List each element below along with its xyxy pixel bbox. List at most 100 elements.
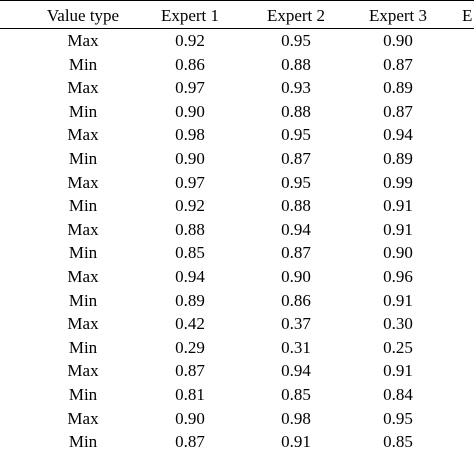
cell-expert-2: 0.93 [281,78,311,98]
cell-expert-1: 0.29 [175,337,205,357]
table-row: Max 0.42 0.37 0.30 [0,313,474,337]
cell-expert-2: 0.94 [281,361,311,381]
header-expert-3: Expert 3 [368,6,428,25]
cell-expert-1: 0.81 [175,384,205,404]
top-rule [0,0,474,1]
table-row: Min 0.90 0.88 0.87 [0,101,474,125]
cell-expert-3: 0.30 [383,314,413,334]
cell-expert-1: 0.90 [175,148,205,168]
cell-value-type: Min [68,196,98,216]
cell-expert-1: 0.90 [175,101,205,121]
table-row: Min 0.85 0.87 0.90 [0,242,474,266]
table-row: Max 0.97 0.93 0.89 [0,77,474,101]
header-expert-2: Expert 2 [266,6,326,25]
table-row: Max 0.98 0.95 0.94 [0,124,474,148]
cell-expert-3: 0.87 [383,101,413,121]
cell-expert-3: 0.96 [383,266,413,286]
cell-value-type: Min [68,384,98,404]
table-row: Min 0.81 0.85 0.84 [0,384,474,408]
cell-value-type: Max [67,31,99,50]
cell-value-type: Min [68,148,98,168]
cell-expert-2: 0.87 [281,148,311,168]
cell-expert-1: 0.42 [175,314,205,334]
table-row: Min 0.86 0.88 0.87 [0,54,474,78]
cell-expert-3: 0.90 [383,31,413,50]
cell-expert-2: 0.88 [281,196,311,216]
cell-value-type: Max [67,172,99,192]
cell-expert-1: 0.92 [175,196,205,216]
cell-expert-3: 0.91 [383,196,413,216]
cell-expert-2: 0.90 [281,266,311,286]
header-value-type: Value type [46,6,120,25]
cell-value-type: Max [67,361,99,381]
cell-expert-1: 0.87 [175,432,205,452]
cell-expert-2: 0.85 [281,384,311,404]
cell-expert-2: 0.95 [281,31,311,50]
cell-value-type: Min [68,290,98,310]
table-row: Min 0.87 0.91 0.85 [0,431,474,455]
cell-value-type: Min [68,54,98,74]
cell-expert-3: 0.84 [383,384,413,404]
cell-value-type: Max [67,266,99,286]
cell-expert-2: 0.95 [281,125,311,145]
cell-expert-1: 0.88 [175,219,205,239]
cell-expert-2: 0.88 [281,101,311,121]
cell-expert-1: 0.94 [175,266,205,286]
cell-expert-2: 0.37 [281,314,311,334]
cell-expert-1: 0.89 [175,290,205,310]
table-header-row: Value type Expert 1 Expert 2 Expert 3 E [0,5,474,27]
cell-expert-3: 0.94 [383,125,413,145]
table-row: Max 0.90 0.98 0.95 [0,408,474,432]
header-rule [0,28,474,29]
cell-expert-3: 0.91 [383,290,413,310]
cell-expert-2: 0.91 [281,432,311,452]
cell-value-type: Min [68,432,98,452]
cell-value-type: Max [67,408,99,428]
cell-value-type: Max [67,219,99,239]
cell-expert-3: 0.87 [383,54,413,74]
cell-expert-1: 0.90 [175,408,205,428]
cell-expert-2: 0.86 [281,290,311,310]
header-truncated: E [462,6,473,25]
cell-expert-3: 0.89 [383,148,413,168]
cell-expert-3: 0.89 [383,78,413,98]
cell-expert-1: 0.97 [175,172,205,192]
table-row: Min 0.29 0.31 0.25 [0,337,474,361]
cell-expert-2: 0.95 [281,172,311,192]
cell-expert-2: 0.88 [281,54,311,74]
cell-value-type: Min [68,101,98,121]
table-row: Max 0.94 0.90 0.96 [0,266,474,290]
cell-expert-3: 0.99 [383,172,413,192]
header-expert-1: Expert 1 [160,6,220,25]
cell-value-type: Max [67,125,99,145]
cell-expert-2: 0.31 [281,337,311,357]
table-row: Min 0.89 0.86 0.91 [0,290,474,314]
cell-value-type: Min [68,337,98,357]
table-row: Max 0.88 0.94 0.91 [0,219,474,243]
cell-expert-2: 0.94 [281,219,311,239]
table-body: Max 0.92 0.95 0.90 Min 0.86 0.88 0.87 Max 0.97 0.9… [0,30,474,455]
cell-expert-3: 0.91 [383,219,413,239]
cell-expert-1: 0.85 [175,243,205,263]
cell-expert-1: 0.86 [175,54,205,74]
cell-expert-2: 0.87 [281,243,311,263]
cell-expert-3: 0.85 [383,432,413,452]
cell-expert-3: 0.95 [383,408,413,428]
table-row: Min 0.92 0.88 0.91 [0,195,474,219]
table-row: Max 0.92 0.95 0.90 [0,30,474,54]
table-row: Max 0.97 0.95 0.99 [0,172,474,196]
table-row: Max 0.87 0.94 0.91 [0,360,474,384]
cell-expert-3: 0.90 [383,243,413,263]
cell-expert-2: 0.98 [281,408,311,428]
cell-value-type: Max [67,78,99,98]
cell-expert-3: 0.91 [383,361,413,381]
cell-expert-3: 0.25 [383,337,413,357]
cell-expert-1: 0.97 [175,78,205,98]
cell-expert-1: 0.98 [175,125,205,145]
cell-value-type: Min [68,243,98,263]
cell-value-type: Max [67,314,99,334]
table-row: Min 0.90 0.87 0.89 [0,148,474,172]
cell-expert-1: 0.92 [175,31,205,50]
cell-expert-1: 0.87 [175,361,205,381]
